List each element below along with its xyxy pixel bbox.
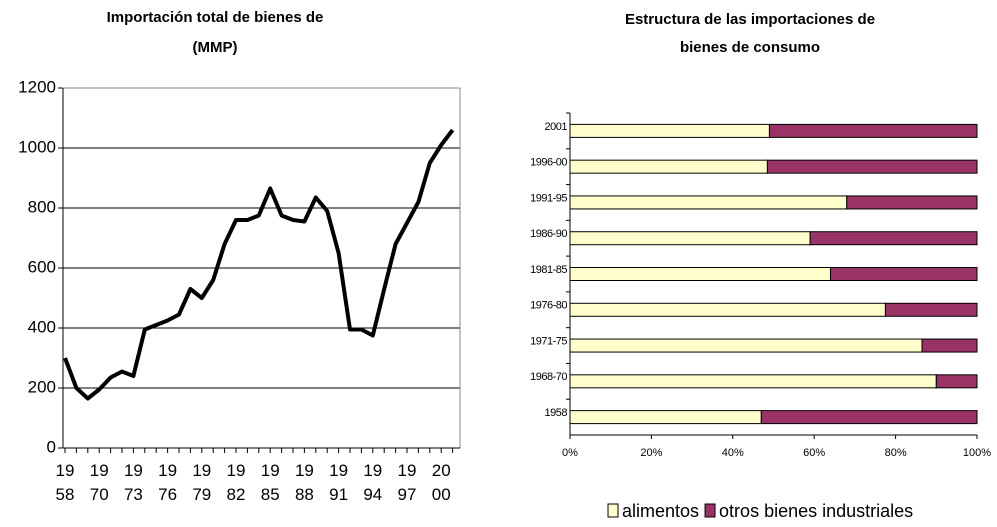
bar (569, 302, 886, 317)
y-tick-label: 1000 (18, 137, 56, 156)
bar (569, 267, 831, 281)
x-tick-label: 60% (803, 447, 825, 459)
legend-label: otros bienes industriales (719, 501, 913, 521)
y-tick-label: 200 (28, 377, 56, 396)
x-tick-label: 20 00 (432, 461, 451, 504)
bar (921, 338, 978, 353)
x-tick-label: 19 70 (90, 461, 109, 504)
y-tick-label: 2001 (545, 121, 568, 133)
y-tick-label: 1996-00 (530, 157, 567, 169)
x-tick-label: 19 88 (295, 461, 314, 504)
line (63, 128, 455, 401)
x-tick-label: 40% (722, 447, 744, 459)
x-tick-label: 19 94 (363, 461, 382, 504)
x-tick-label: 19 79 (192, 461, 211, 504)
y-tick-label: 1200 (18, 77, 56, 96)
x-tick-label: 19 73 (124, 461, 143, 504)
x-tick-label: 80% (885, 447, 907, 459)
bar (569, 195, 848, 210)
x-tick-label: 19 97 (398, 461, 417, 504)
y-tick-label: 1981-85 (530, 264, 567, 276)
bar (829, 267, 978, 281)
x-tick-label: 19 82 (227, 461, 246, 504)
y-tick-label: 1986-90 (530, 228, 567, 240)
bar (760, 410, 978, 425)
bar (569, 159, 768, 174)
bar (569, 231, 811, 246)
bar (569, 374, 937, 389)
bar (569, 123, 770, 138)
y-tick-label: 1958 (545, 407, 568, 419)
chart-title: (MMP) (193, 39, 238, 56)
y-tick-label: 1971-75 (530, 335, 567, 347)
y-tick-label: 400 (28, 317, 56, 336)
y-tick-label: 1968-70 (530, 371, 567, 383)
chart-title: Importación total de bienes de (107, 9, 324, 26)
y-tick-label: 1991-95 (530, 192, 567, 204)
bar (768, 123, 978, 138)
legend-swatch (607, 503, 619, 518)
x-tick-label: 20% (640, 447, 662, 459)
bar (846, 195, 978, 210)
chart-title: bienes de consumo (680, 39, 820, 56)
x-tick-label: 0% (562, 447, 578, 459)
x-tick-label: 100% (963, 447, 991, 459)
chart-title: Estructura de las importaciones de (625, 11, 875, 28)
x-tick-label: 19 85 (261, 461, 280, 504)
bar (569, 338, 923, 353)
y-tick-label: 800 (28, 197, 56, 216)
x-tick-label: 19 58 (56, 461, 75, 504)
y-tick-label: 600 (28, 257, 56, 276)
bar (809, 231, 978, 246)
bar (884, 302, 978, 317)
legend-label: alimentos (622, 501, 699, 521)
bar (766, 159, 978, 174)
x-tick-label: 19 76 (158, 461, 177, 504)
legend-swatch (704, 503, 716, 518)
y-tick-label: 0 (47, 437, 56, 456)
bar (935, 374, 978, 389)
bar (569, 410, 762, 425)
x-tick-label: 19 91 (329, 461, 348, 504)
y-tick-label: 1976-80 (530, 300, 567, 312)
